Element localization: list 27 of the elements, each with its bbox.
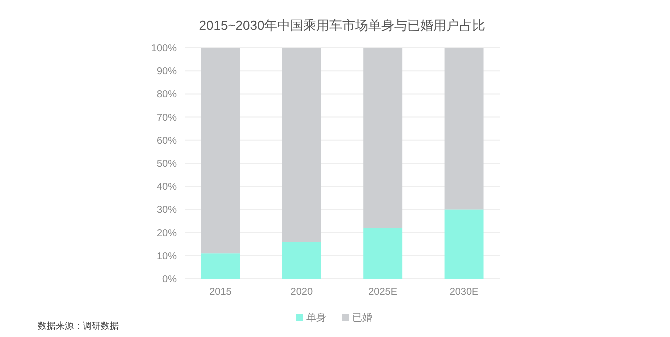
y-tick-label: 60% — [156, 136, 178, 147]
bar — [282, 48, 322, 242]
chart-title: 2015~2030年中国乘用车市场单身与已婚用户占比 — [199, 18, 486, 33]
bar — [444, 48, 484, 210]
bar — [201, 254, 240, 279]
bar — [201, 48, 240, 254]
legend-label: 已婚 — [352, 313, 372, 324]
x-tick-label: 2030E — [450, 287, 480, 298]
bar — [364, 228, 403, 279]
y-tick-label: 40% — [156, 182, 178, 194]
bar — [282, 242, 322, 279]
y-tick-label: 50% — [156, 159, 178, 170]
bar — [364, 48, 403, 228]
source-note: 数据来源：调研数据 — [38, 321, 119, 331]
x-tick-label: 2025E — [368, 287, 398, 298]
x-tick-label: 2020 — [290, 287, 314, 298]
bar — [444, 210, 484, 279]
y-tick-label: 30% — [156, 205, 178, 216]
y-tick-label: 70% — [156, 112, 178, 124]
y-tick-label: 80% — [156, 90, 178, 101]
legend-label: 单身 — [306, 312, 326, 324]
y-tick-label: 10% — [156, 251, 178, 262]
y-tick-label: 90% — [156, 66, 178, 78]
y-tick-label: 20% — [156, 228, 178, 240]
y-tick-label: 0% — [162, 274, 178, 286]
y-tick-label: 100% — [151, 44, 178, 54]
x-tick-label: 2015 — [210, 287, 232, 298]
